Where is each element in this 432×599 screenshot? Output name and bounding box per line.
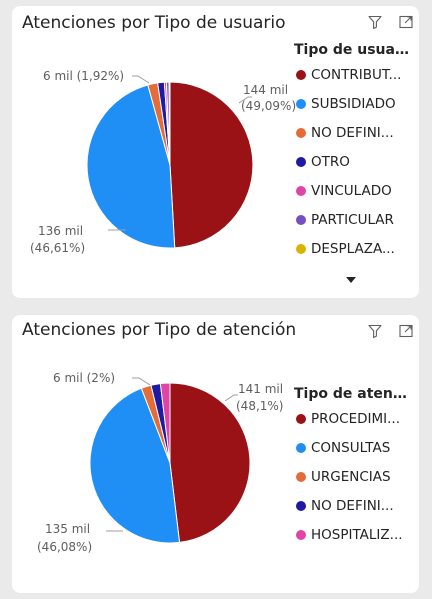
legend-marker [296, 156, 306, 167]
pie-slice-contributivo[interactable] [169, 81, 254, 249]
legend-label: OTRO [311, 153, 350, 170]
legend-marker [296, 243, 306, 254]
pie-slice-procedimientos[interactable] [169, 382, 251, 543]
legend-item[interactable]: PARTICULAR [294, 205, 414, 234]
legend-label: CONTRIBUT... [311, 66, 402, 83]
legend-marker [296, 413, 306, 424]
legend-marker [296, 127, 306, 138]
legend-label: PROCEDIMI... [311, 410, 400, 427]
legend-item[interactable]: URGENCIAS [294, 462, 414, 491]
legend-label: NO DEFINI... [311, 124, 394, 141]
legend-marker [296, 185, 306, 196]
legend-marker [296, 500, 306, 511]
legend-label: DESPLAZA... [311, 240, 395, 257]
legend-label: VINCULADO [311, 182, 392, 199]
legend: Tipo de usuario CONTRIBUT... SUBSIDIADO NO… [294, 40, 414, 263]
data-label-value: 135 mil [45, 522, 90, 536]
legend-marker [296, 529, 306, 540]
legend-item[interactable]: HOSPITALIZ... [294, 520, 414, 549]
filter-icon[interactable] [367, 14, 383, 30]
legend-label: HOSPITALIZ... [311, 526, 403, 543]
focus-mode-icon[interactable] [398, 323, 414, 339]
legend-marker [296, 98, 306, 109]
data-label-percent: (46,61%) [30, 241, 85, 255]
filter-icon[interactable] [367, 323, 383, 339]
legend-item[interactable]: NO DEFINI... [294, 118, 414, 147]
pie-slice-consultas[interactable] [89, 387, 181, 544]
data-label-value: 6 mil (2%) [53, 371, 115, 385]
data-label-value: 141 mil [238, 382, 283, 396]
data-label-percent: (49,09%) [241, 99, 296, 113]
pie-chart: 141 mil (48,1%) 135 mil (46,08%) 6 mil (… [37, 371, 283, 554]
pie-slice-subsidiado[interactable] [86, 84, 176, 249]
legend-item[interactable]: NO DEFINI... [294, 491, 414, 520]
legend-item[interactable]: CONTRIBUT... [294, 60, 414, 89]
pie-chart: 144 mil (49,09%) 136 mil (46,61%) 6 mil … [30, 69, 296, 255]
legend-marker [296, 471, 306, 482]
legend: Tipo de atención PROCEDIMI... CONSULTAS UR… [294, 384, 414, 549]
legend-marker [296, 442, 306, 453]
legend-item[interactable]: DESPLAZA... [294, 234, 414, 263]
pie-slice-desplazado[interactable] [168, 81, 171, 166]
data-label-value: 144 mil [243, 83, 288, 97]
legend-item[interactable]: SUBSIDIADO [294, 89, 414, 118]
data-label-percent: (48,1%) [236, 399, 283, 413]
legend-marker [296, 69, 306, 80]
visual-card-tipo-atencion: Atenciones por Tipo de atención 141 mil … [12, 315, 419, 593]
legend-label: CONSULTAS [311, 439, 391, 456]
legend-scroll-down-icon[interactable] [346, 277, 356, 283]
legend-item[interactable]: OTRO [294, 147, 414, 176]
visual-title: Atenciones por Tipo de usuario [22, 13, 286, 33]
legend-label: SUBSIDIADO [311, 95, 396, 112]
legend-label: NO DEFINI... [311, 497, 394, 514]
legend-label: URGENCIAS [311, 468, 391, 485]
data-label-value: 136 mil [38, 224, 83, 238]
legend-label: PARTICULAR [311, 211, 394, 228]
legend-item[interactable]: CONSULTAS [294, 433, 414, 462]
pie-slice-hospitalizacion[interactable] [159, 382, 171, 464]
legend-item[interactable]: VINCULADO [294, 176, 414, 205]
visual-card-tipo-usuario: Atenciones por Tipo de usuario 144 mil (… [12, 6, 419, 298]
legend-marker [296, 214, 306, 225]
legend-title: Tipo de usuario [294, 42, 414, 58]
data-label-value: 6 mil (1,92%) [43, 69, 124, 83]
data-label-percent: (46,08%) [37, 540, 92, 554]
legend-title: Tipo de atención [294, 386, 414, 402]
visual-title: Atenciones por Tipo de atención [22, 320, 297, 340]
legend-item[interactable]: PROCEDIMI... [294, 404, 414, 433]
focus-mode-icon[interactable] [398, 14, 414, 30]
